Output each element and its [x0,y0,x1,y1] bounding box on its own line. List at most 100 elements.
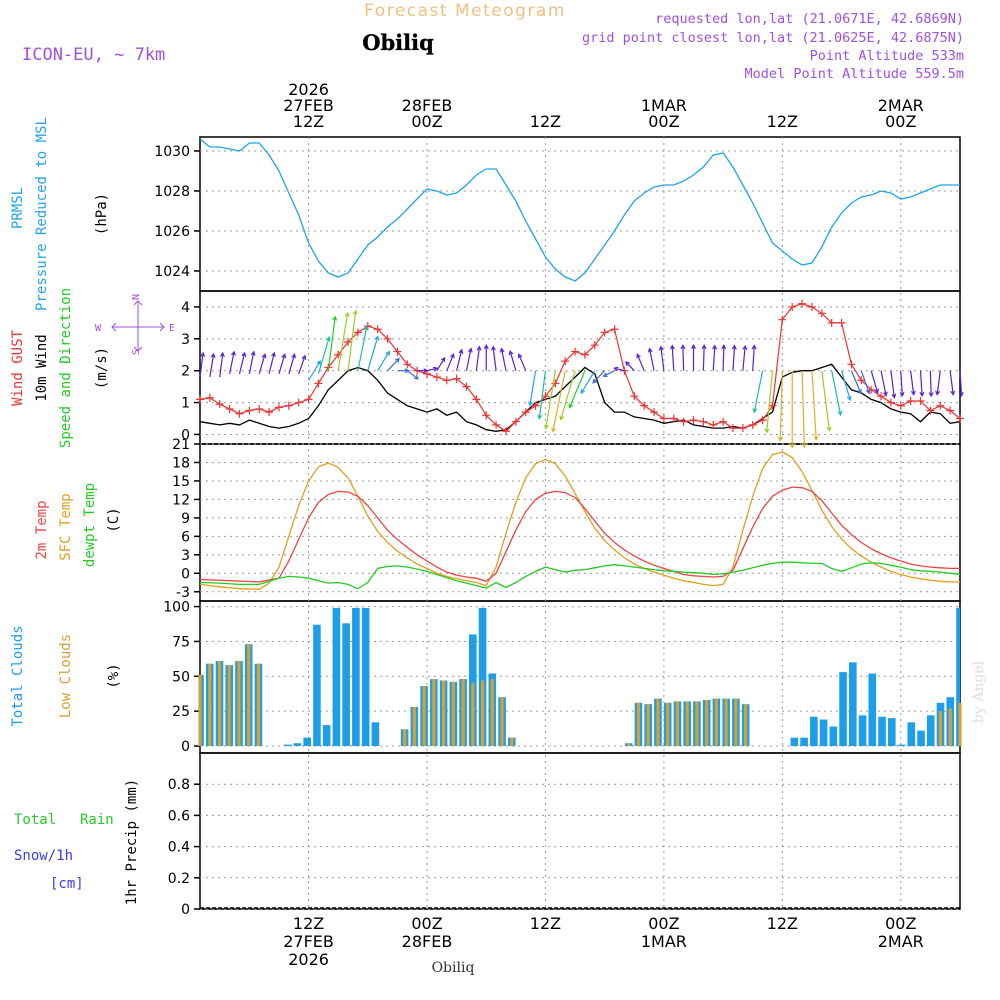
wind-gust-marker [896,401,905,410]
wind-arrow-shaft [753,370,764,413]
wind-gust-marker [521,408,530,417]
wind-arrow-shaft [538,370,547,419]
wind-arrow-shaft [446,354,455,371]
wind-arrow-shaft [779,370,783,441]
bottom-time-label: 12Z [767,914,798,933]
wind-arrow-shaft [919,370,923,396]
precip-unit-label: 1hr Precip (mm) [124,779,140,905]
bottom-time-label: 00Z [411,914,442,933]
wind-arrow-head [261,353,267,359]
low-cloud-bar [480,680,485,747]
wind-arrow-head [432,366,439,372]
watermark: by Angel [971,660,987,723]
wind-gust-marker [373,325,382,334]
wind-arrow-head [721,344,727,350]
wind-gust-marker [255,404,264,413]
sfc-temp-line [199,451,960,590]
wind-side-labels: Wind GUST 10m Wind Speed and Direction (… [10,288,175,448]
wind-gust-marker [432,373,441,382]
clouds-tick-label: 50 [172,669,190,685]
wind-arrow-head [458,348,464,354]
temp-side-labels: 2m Temp SFC Temp dewpt Temp (C) [34,483,122,567]
wind-arrow-shaft [387,358,400,372]
wind-gust-marker [689,416,698,425]
low-cloud-bar [256,663,261,747]
wind-arrow-head [250,350,256,356]
temp-tick-label: 6 [181,529,190,545]
total-cloud-bar [478,607,487,747]
wind-gust-marker [926,406,935,415]
wind-arrow-shaft [475,346,481,371]
clouds-tick-label: 75 [172,634,190,650]
wind-arrow-head [491,345,496,351]
clouds-tick-label: 0 [181,739,190,755]
total-cloud-bar [887,718,896,747]
top-time-label: 12Z [767,112,798,131]
wind-arrow-head [316,360,321,366]
wind-arrow-head [537,414,543,420]
wind-gust-marker [817,309,826,318]
wind-gust-marker [344,338,353,346]
wind-arrow-head [680,344,686,350]
wind-arrow-head [910,390,916,396]
wind-arrow-head [592,378,598,384]
footer-location: Obiliq [432,960,475,976]
wind-arrow-head [874,388,880,394]
precip-side-labels: Total Rain Snow/1h [cm] 1hr Precip (mm) [14,779,140,905]
wind-gust-marker [659,414,668,423]
wind-arrow-head [919,391,925,398]
compass-n: N [131,294,142,300]
wind-arrow-head [301,354,307,360]
wind-arrow-shaft [614,367,625,372]
wind-arrow-shaft [949,370,954,395]
wind-arrow-shaft [880,370,887,396]
top-time-label: 1MAR [641,96,687,115]
wind-gust-marker [728,424,737,433]
low-cloud-bar [412,706,416,747]
wind-arrow-head [865,389,871,395]
wind-arrow-shaft [648,348,655,371]
wind-gust-marker [946,406,955,415]
wind-tick-label: 0 [181,427,190,443]
wind-gust-marker [580,350,589,359]
wind-arrow-head [625,361,630,366]
wind-arrow-head [467,347,473,353]
precip-plot: 0 0.2 0.4 0.6 0.8 [168,777,960,918]
wind-gust-marker [294,398,303,407]
wind-gust-marker [561,357,570,366]
wind-arrow-shaft [568,370,586,408]
wind-gust-marker [630,392,639,401]
clouds-plot: 0 25 50 75 100 [163,600,962,755]
wind-arrow-shaft [199,353,204,378]
wind-arrow-head [857,389,862,395]
wind-gust-marker [353,328,362,337]
low-cloud-bar [471,683,475,747]
top-time-label: 2MAR [878,96,924,115]
wind-gust-marker [699,417,708,426]
wind-arrow-shaft [732,345,736,371]
wind-arrow-shaft [219,353,224,378]
wind-arrow-head [742,344,748,350]
wind-arrow-shaft [592,370,606,384]
wind-arrow-shaft [406,370,419,380]
wind-arrow-head [231,350,236,356]
wind-speed-dir-label: Speed and Direction [58,288,74,448]
point-altitude: Point Altitude 533m [810,48,964,64]
wind-arrow-shaft [500,348,507,371]
wind-unit-label: (m/s) [94,347,110,389]
bottom-time-label: 12Z [530,914,561,933]
low-cloud-bar [714,698,719,747]
wind-arrow-shaft [580,370,596,394]
low-cloud-bar [685,701,689,747]
wind-arrow-shaft [278,354,286,375]
total-cloud-bar [283,744,292,747]
model-label: ICON-EU, ~ 7km [22,45,165,65]
wind-arrow-shaft [545,370,556,429]
wind-gust-marker [748,420,757,429]
total-cloud-bar [907,722,916,747]
wind-arrow-head [899,391,905,398]
wind-gust-marker [245,406,254,415]
wind-arrow-head [200,351,206,358]
wind-arrow-shaft [801,370,806,447]
